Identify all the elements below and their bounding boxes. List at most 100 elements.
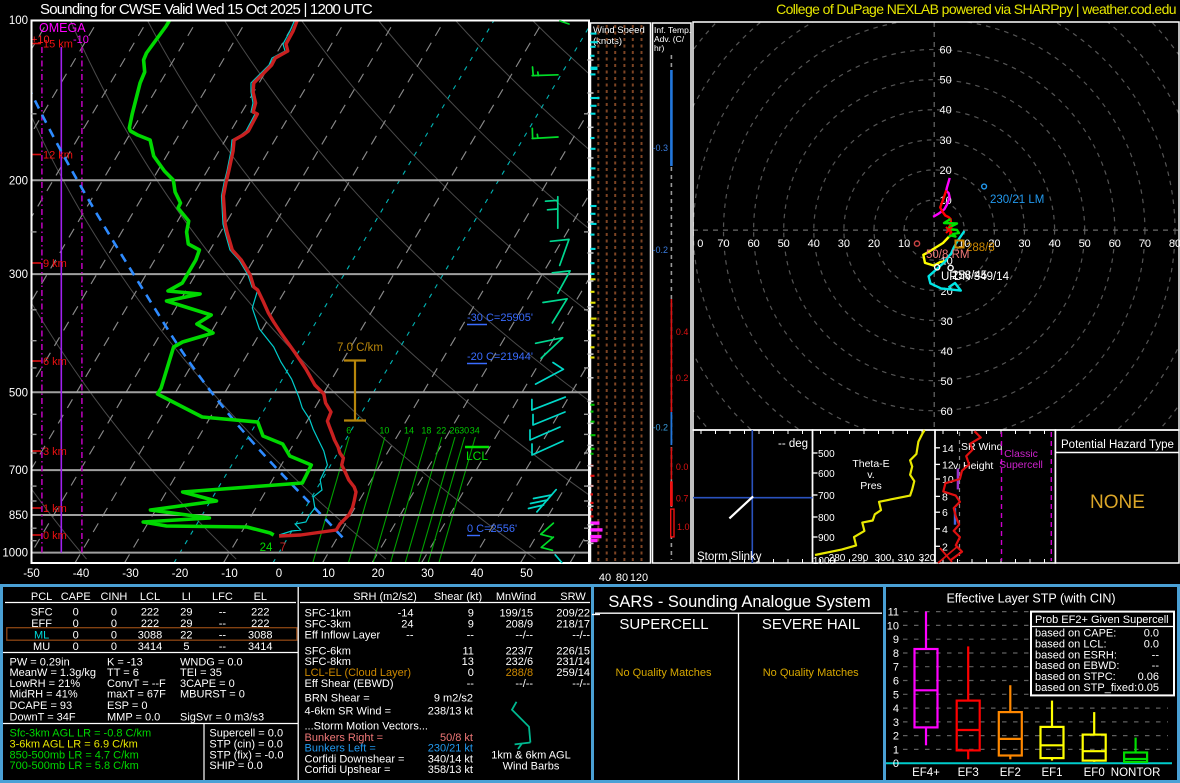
svg-text:6 km: 6 km — [43, 356, 67, 368]
svg-text:--: -- — [467, 630, 475, 642]
svg-text:Supercell: Supercell — [999, 459, 1043, 471]
svg-text:WNDG = 0.0: WNDG = 0.0 — [180, 657, 243, 669]
svg-text:7: 7 — [893, 662, 899, 674]
svg-text:EL: EL — [254, 591, 267, 603]
svg-text:20: 20 — [940, 165, 952, 177]
svg-text:--: -- — [467, 678, 475, 690]
svg-text:30: 30 — [1018, 238, 1030, 250]
svg-text:-0.2: -0.2 — [652, 245, 668, 255]
svg-text:--: -- — [219, 630, 227, 642]
svg-text:based on ESRH:: based on ESRH: — [1035, 649, 1117, 661]
svg-text:K = -13: K = -13 — [107, 657, 143, 669]
svg-text:0: 0 — [893, 758, 899, 770]
svg-text:11: 11 — [888, 607, 899, 619]
svg-text:3088: 3088 — [248, 630, 272, 642]
svg-text:80: 80 — [616, 572, 628, 584]
svg-text:24: 24 — [260, 542, 273, 554]
svg-text:3414: 3414 — [138, 641, 162, 653]
svg-text:--/--: --/-- — [515, 630, 533, 642]
svg-text:(knots): (knots) — [593, 36, 622, 47]
svg-text:Shear (kt): Shear (kt) — [434, 591, 482, 603]
svg-text:4-6km SR Wind =: 4-6km SR Wind = — [305, 706, 392, 718]
svg-text:850-500mb LR = 4.7 C/km: 850-500mb LR = 4.7 C/km — [10, 749, 139, 761]
svg-text:8: 8 — [893, 648, 899, 660]
svg-text:3CAPE = 0: 3CAPE = 0 — [180, 678, 235, 690]
svg-text:0.7: 0.7 — [676, 494, 689, 504]
svg-text:BRN Shear =: BRN Shear = — [305, 692, 370, 704]
svg-text:SRH (m2/s2): SRH (m2/s2) — [353, 591, 417, 603]
svg-text:50: 50 — [778, 238, 790, 250]
svg-text:30: 30 — [941, 316, 953, 328]
svg-text:Effective Layer STP (with CIN): Effective Layer STP (with CIN) — [946, 592, 1115, 606]
svg-text:0.2: 0.2 — [676, 373, 689, 383]
svg-text:Eff Shear (EBWD): Eff Shear (EBWD) — [305, 678, 394, 690]
svg-text:-10: -10 — [221, 568, 238, 580]
svg-text:SFC-6km: SFC-6km — [305, 645, 351, 657]
svg-text:LI: LI — [182, 591, 191, 603]
svg-text:0: 0 — [73, 618, 79, 630]
svg-text:3088: 3088 — [138, 630, 162, 642]
svg-text:MU: MU — [33, 641, 50, 653]
svg-text:3 km: 3 km — [43, 446, 67, 458]
svg-text:SFC: SFC — [31, 607, 53, 619]
svg-text:100: 100 — [9, 15, 28, 27]
svg-text:800: 800 — [818, 513, 835, 524]
svg-text:CINH: CINH — [100, 591, 127, 603]
svg-text:500: 500 — [9, 387, 28, 399]
svg-text:Corfidi Downshear =: Corfidi Downshear = — [305, 753, 405, 765]
svg-text:7: 7 — [280, 542, 286, 554]
svg-text:50: 50 — [1079, 238, 1091, 250]
svg-text:29: 29 — [180, 607, 192, 619]
svg-text:No Quality Matches: No Quality Matches — [763, 667, 859, 679]
svg-text:DCAPE = 93: DCAPE = 93 — [10, 700, 73, 712]
svg-text:20: 20 — [372, 568, 385, 580]
svg-text:--/--: --/-- — [572, 678, 590, 690]
svg-text:DN 349/14: DN 349/14 — [954, 271, 1010, 283]
svg-text:20: 20 — [868, 238, 880, 250]
svg-text:1 km: 1 km — [43, 503, 67, 515]
svg-text:280: 280 — [829, 553, 846, 564]
svg-text:223/7: 223/7 — [506, 645, 534, 657]
svg-text:0: 0 — [111, 618, 117, 630]
svg-text:8: 8 — [942, 491, 948, 503]
svg-text:238/13 kt: 238/13 kt — [428, 706, 473, 718]
svg-text:EF3: EF3 — [958, 767, 979, 779]
svg-text:40: 40 — [599, 572, 611, 584]
svg-text:--: -- — [406, 630, 414, 642]
svg-text:based on CAPE:: based on CAPE: — [1035, 628, 1116, 640]
svg-text:5: 5 — [183, 641, 189, 653]
svg-text:9 m2/s2: 9 m2/s2 — [434, 692, 473, 704]
svg-text:hr): hr) — [654, 43, 665, 53]
svg-text:231/14: 231/14 — [556, 656, 590, 668]
svg-text:0.0: 0.0 — [676, 462, 689, 472]
svg-text:1: 1 — [893, 744, 899, 756]
svg-text:50/8 RM: 50/8 RM — [926, 249, 969, 261]
svg-text:SFC-8km: SFC-8km — [305, 656, 351, 668]
svg-text:6: 6 — [893, 676, 899, 688]
svg-text:3-6km AGL LR = 6.9 C/km: 3-6km AGL LR = 6.9 C/km — [10, 738, 138, 750]
svg-text:40: 40 — [1048, 238, 1060, 250]
svg-text:--: -- — [219, 618, 227, 630]
svg-text:College of DuPage NEXLAB power: College of DuPage NEXLAB powered via SHA… — [776, 1, 1176, 17]
svg-text:9: 9 — [468, 608, 474, 620]
svg-text:288/8: 288/8 — [506, 667, 534, 679]
svg-text:40: 40 — [808, 238, 820, 250]
svg-text:PW = 0.29in: PW = 0.29in — [10, 657, 70, 669]
svg-text:10: 10 — [898, 238, 910, 250]
svg-text:120: 120 — [630, 572, 648, 584]
svg-text:2: 2 — [893, 731, 899, 743]
svg-text:Supercell = 0.0: Supercell = 0.0 — [209, 728, 283, 740]
svg-text:-30 C=25905': -30 C=25905' — [467, 312, 533, 324]
svg-text:0: 0 — [276, 568, 282, 580]
svg-text:EF0: EF0 — [1084, 767, 1105, 779]
svg-text:PCL: PCL — [31, 591, 52, 603]
svg-text:12 km: 12 km — [43, 150, 73, 162]
svg-text:v.: v. — [953, 460, 960, 472]
svg-text:14: 14 — [942, 443, 954, 455]
svg-text:-0.3: -0.3 — [652, 143, 668, 153]
svg-text:0.0: 0.0 — [1144, 638, 1159, 650]
svg-text:SUPERCELL: SUPERCELL — [619, 616, 708, 633]
svg-text:18: 18 — [421, 426, 431, 436]
svg-text:...Storm Motion Vectors...: ...Storm Motion Vectors... — [305, 721, 429, 733]
svg-text:-0.2: -0.2 — [652, 423, 668, 433]
